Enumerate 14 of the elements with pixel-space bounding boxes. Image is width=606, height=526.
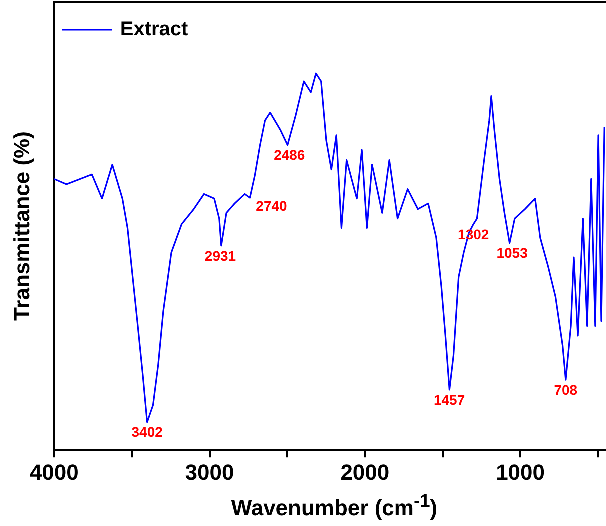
x-tick-label: 1000 xyxy=(496,460,546,485)
annotation: 1053 xyxy=(496,245,528,262)
x-tick-label: 4000 xyxy=(30,460,79,485)
x-axis-title: Wavenumber (cm$^{-1}$) xyxy=(230,490,439,522)
annotation: 2486 xyxy=(274,147,306,164)
x-tick-label: 2000 xyxy=(340,460,390,485)
annotation: 1457 xyxy=(434,392,466,408)
y-axis-title: Transmittance (%) xyxy=(9,132,34,322)
annotation: 2931 xyxy=(204,248,236,264)
legend-label: Extract xyxy=(120,18,189,41)
x-tick-label: 3000 xyxy=(185,460,234,485)
annotation: 3402 xyxy=(132,424,164,440)
annotation: 2740 xyxy=(256,198,288,214)
annotation: 708 xyxy=(554,382,578,398)
